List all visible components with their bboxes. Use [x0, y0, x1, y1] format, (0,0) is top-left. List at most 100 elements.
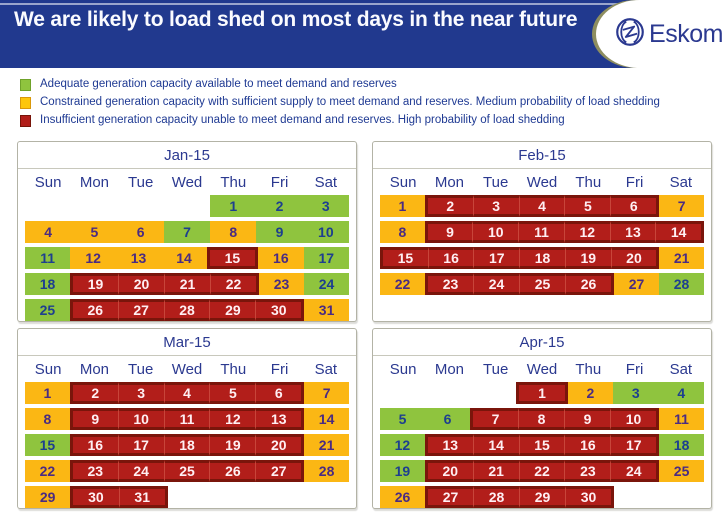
- day-header: Mon: [79, 361, 110, 378]
- week-row: 8 9 10 11 12 13 14: [373, 221, 711, 243]
- week-row: 25 26 27 28 29 30 31: [18, 299, 356, 321]
- day-cell: 20: [610, 247, 660, 269]
- day-header: Mon: [79, 174, 110, 191]
- day-cell: 12: [380, 434, 425, 456]
- day-cell: 10: [472, 221, 519, 243]
- empty-cell: [425, 382, 470, 404]
- day-cell: 14: [655, 221, 705, 243]
- day-header: Wed: [526, 361, 558, 378]
- day-cell: 27: [425, 486, 473, 508]
- day-cell: 22: [518, 460, 565, 482]
- day-cell: 9: [424, 221, 473, 243]
- day-cell: 18: [25, 273, 70, 295]
- day-cell: 25: [659, 460, 705, 482]
- day-cell: 19: [380, 460, 425, 482]
- day-cell: 28: [304, 460, 350, 482]
- empty-cell: [659, 486, 704, 508]
- month-title: Feb-15: [373, 142, 711, 169]
- week-row: 4 5 6 7 8 9 10: [18, 221, 356, 243]
- day-header: Thu: [220, 174, 247, 191]
- day-cell: 23: [69, 460, 118, 482]
- day-cell: 7: [304, 382, 350, 404]
- week-row: 22 23 24 25 26 27 28: [18, 460, 356, 482]
- day-cell: 10: [117, 408, 164, 430]
- day-header: Wed: [171, 361, 203, 378]
- day-header: Tue: [128, 174, 154, 191]
- month-title: Jan-15: [18, 142, 356, 169]
- day-header: Wed: [171, 174, 203, 191]
- day-cell: 13: [424, 434, 473, 456]
- day-header: Sun: [34, 361, 62, 378]
- day-cell: 5: [380, 408, 425, 430]
- day-cell: 11: [518, 221, 564, 243]
- day-cell: 22: [210, 273, 259, 295]
- day-cell: 25: [25, 299, 70, 321]
- month-panel-jan-15: Jan-15 Sun Mon Tue Wed Thu Fri Sat 1 2 3 4 5 6 7 8 9 10 11…: [17, 141, 357, 322]
- day-cell: 25: [163, 460, 210, 482]
- day-cell: 19: [70, 273, 118, 295]
- day-cell: 26: [565, 273, 614, 295]
- day-cell: 17: [303, 247, 349, 269]
- day-cell: 12: [70, 247, 116, 269]
- legend-label: Insufficient generation capacity unable …: [40, 114, 565, 126]
- adequate-swatch: [20, 78, 31, 91]
- day-cell: 22: [25, 460, 70, 482]
- day-cell: 16: [564, 434, 611, 456]
- day-cell: 30: [70, 486, 119, 508]
- eskom-logo-icon: [615, 17, 645, 52]
- day-cell: 21: [472, 460, 519, 482]
- day-cell: 15: [206, 247, 259, 269]
- day-cell: 7: [163, 221, 211, 243]
- day-cell: 23: [425, 273, 473, 295]
- day-cell: 27: [614, 273, 659, 295]
- day-headers: Sun Mon Tue Wed Thu Fri Sat: [373, 356, 711, 382]
- week-row: 22 23 24 25 26 27 28: [373, 273, 711, 295]
- day-cell: 15: [25, 434, 70, 456]
- day-cell: 28: [659, 273, 704, 295]
- week-row: 15 16 17 18 19 20 21: [18, 434, 356, 456]
- week-row: 8 9 10 11 12 13 14: [18, 408, 356, 430]
- day-cell: 16: [258, 247, 304, 269]
- empty-cell: [471, 382, 516, 404]
- day-cell: 6: [610, 195, 660, 217]
- empty-cell: [164, 195, 210, 217]
- day-cell: 27: [255, 460, 305, 482]
- day-cell: 8: [518, 408, 564, 430]
- day-cell: 7: [470, 408, 518, 430]
- day-header: Mon: [434, 174, 465, 191]
- day-cell: 11: [163, 408, 210, 430]
- day-cell: 1: [516, 382, 568, 404]
- day-cell: 23: [259, 273, 304, 295]
- day-cell: 1: [380, 195, 425, 217]
- day-cell: 6: [425, 408, 470, 430]
- day-cell: 20: [255, 434, 305, 456]
- day-cell: 5: [209, 382, 256, 404]
- month-panel-mar-15: Mar-15 Sun Mon Tue Wed Thu Fri Sat 1 2 3 4 5 6 7 8 9 10 11…: [17, 328, 357, 509]
- constrained-swatch: [20, 96, 31, 109]
- day-cell: 19: [564, 247, 611, 269]
- empty-cell: [213, 486, 258, 508]
- day-cell: 29: [209, 299, 256, 321]
- day-header: Tue: [128, 361, 154, 378]
- day-cell: 8: [210, 221, 257, 243]
- day-cell: 26: [69, 299, 118, 321]
- day-cell: 4: [25, 221, 72, 243]
- day-cell: 29: [25, 486, 71, 508]
- week-row: 11 12 13 14 15 16 17: [18, 247, 356, 269]
- empty-cell: [304, 486, 349, 508]
- day-header: Thu: [575, 174, 602, 191]
- day-header: Thu: [575, 361, 602, 378]
- day-cell: 4: [518, 195, 565, 217]
- day-cell: 10: [302, 221, 349, 243]
- day-cell: 28: [163, 299, 210, 321]
- day-cell: 21: [164, 273, 210, 295]
- day-cell: 4: [658, 382, 704, 404]
- day-header: Fri: [270, 361, 289, 378]
- day-header: Thu: [220, 361, 247, 378]
- day-header: Tue: [483, 174, 509, 191]
- day-cell: 27: [117, 299, 164, 321]
- day-header: Sun: [389, 361, 417, 378]
- day-cell: 5: [71, 221, 118, 243]
